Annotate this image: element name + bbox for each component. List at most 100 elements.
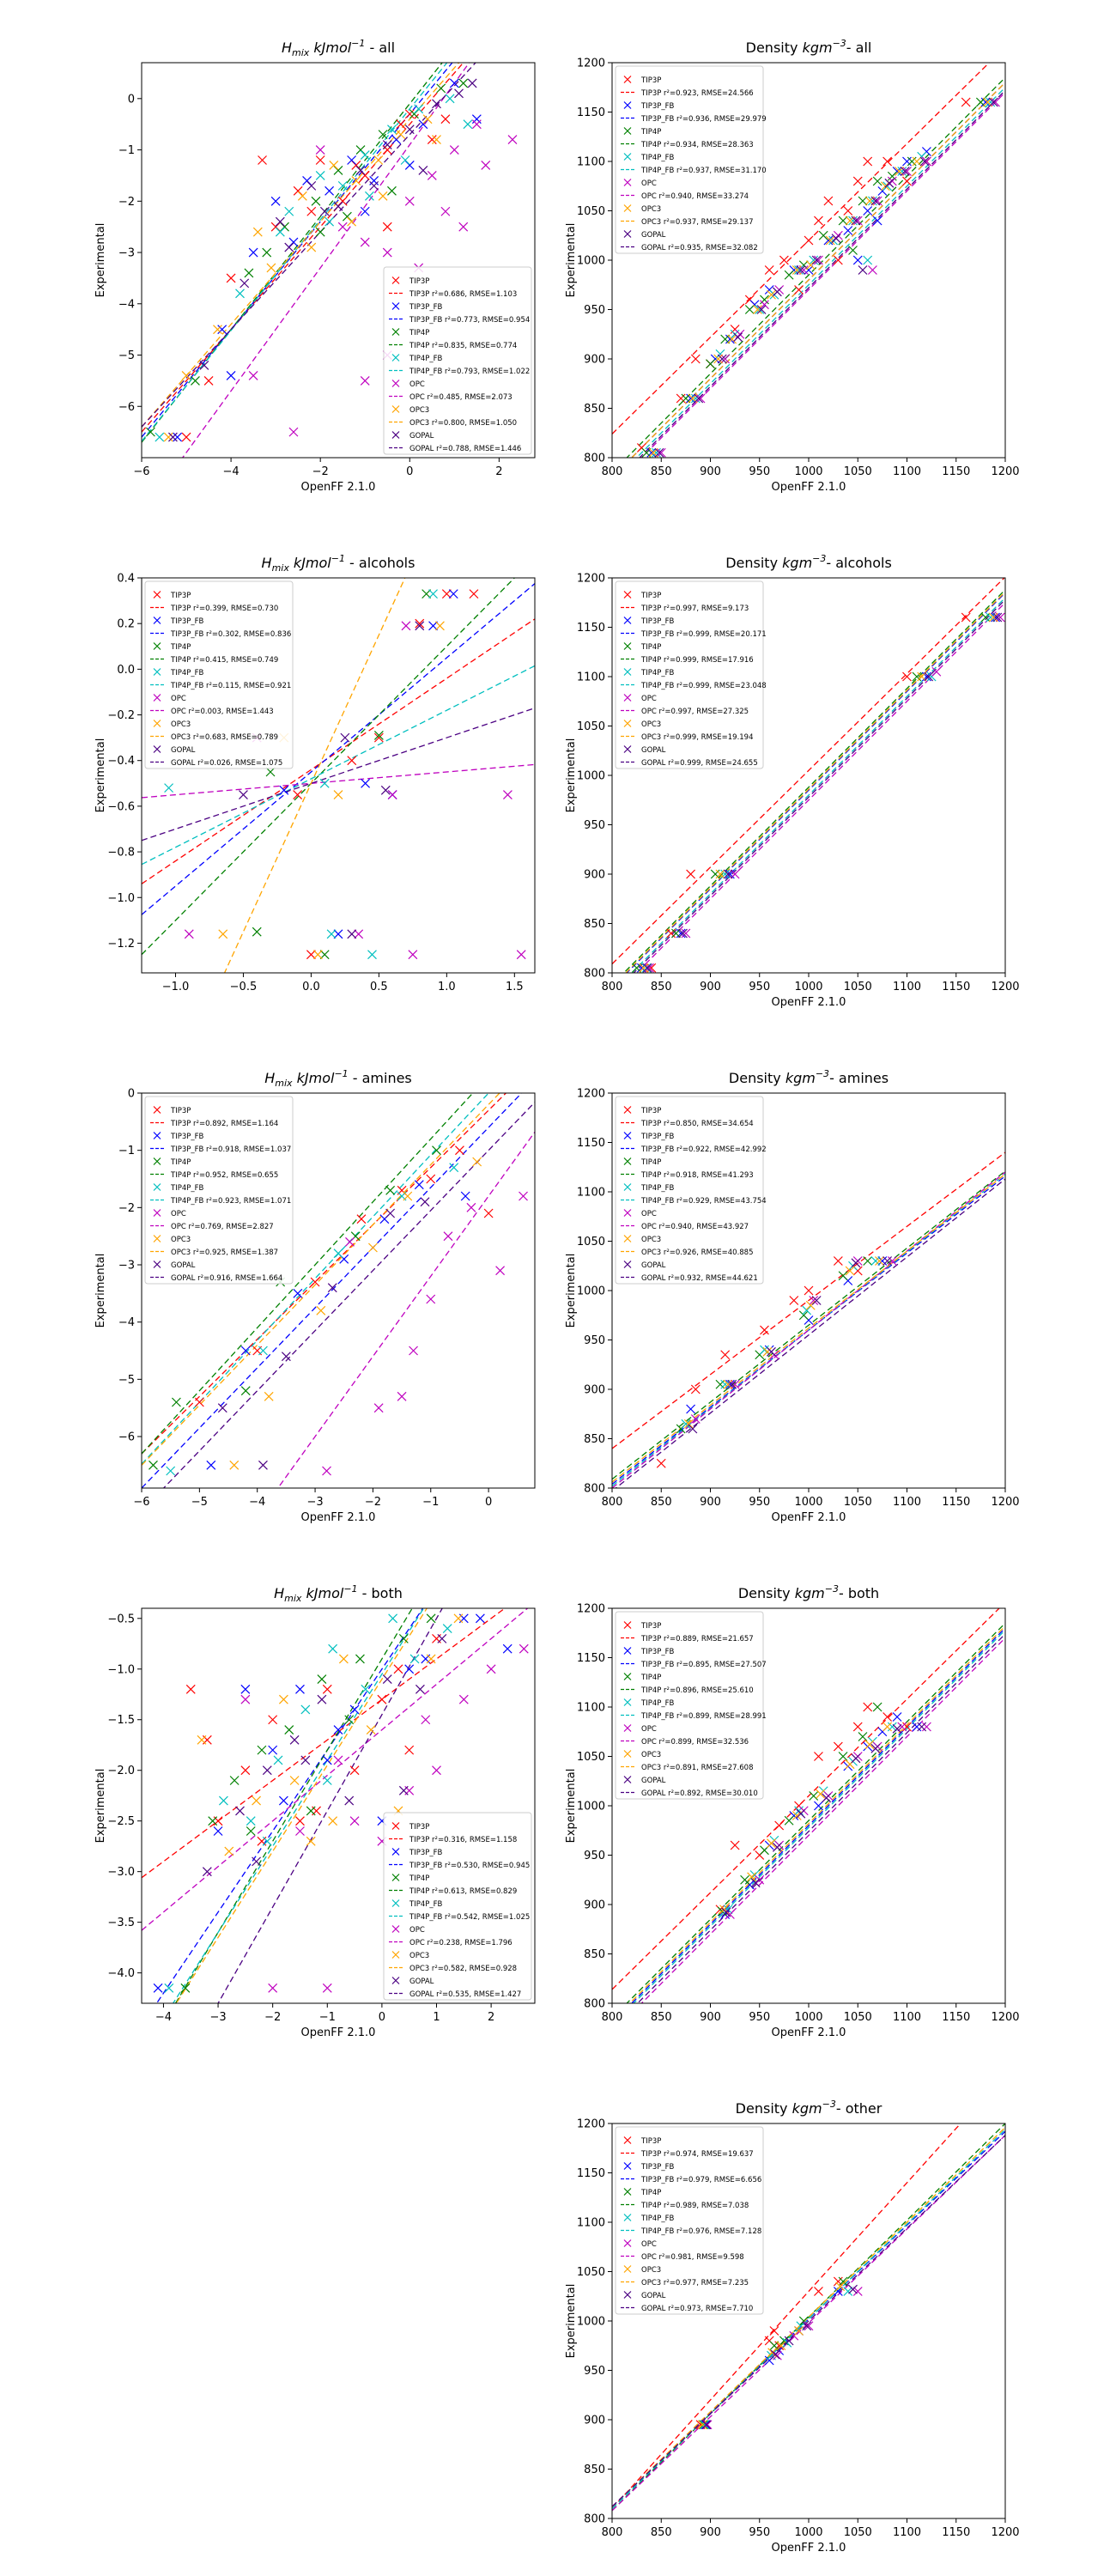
legend-fit-label: TIP4P r²=0.918, RMSE=41.293 — [640, 1171, 754, 1180]
y-tick-label: 1150 — [577, 2167, 605, 2180]
point-gopal — [467, 78, 477, 88]
legend-fit-label: OPC r²=0.003, RMSE=1.443 — [171, 708, 274, 716]
legend-fit-label: TIP4P_FB r²=0.542, RMSE=1.025 — [409, 1913, 530, 1922]
fit-line-gopal — [633, 598, 1005, 973]
point-gopal — [437, 1633, 447, 1643]
x-tick-label: −4 — [249, 1496, 265, 1509]
legend-entry: TIP3P — [640, 2137, 661, 2146]
point-tip4p — [145, 427, 155, 437]
legend-entry: OPC — [409, 380, 425, 389]
point-tip3p — [666, 928, 676, 939]
y-axis-label: Experimental — [94, 738, 107, 813]
point-opc — [458, 222, 469, 232]
y-tick-label: 950 — [584, 2365, 605, 2378]
legend: TIP3P TIP3P r²=0.889, RMSE=21.657 TIP3P_FB… — [615, 1611, 767, 1800]
legend-entry: TIP3P — [409, 277, 429, 286]
y-tick-label: −4 — [118, 298, 135, 311]
point-gopal — [822, 1793, 832, 1803]
point-tip3p_fb — [701, 2420, 711, 2430]
x-tick-label: 900 — [700, 2526, 721, 2539]
fit-lines — [612, 578, 1005, 973]
point-gopal — [432, 99, 441, 109]
point-tip4p — [265, 767, 276, 777]
legend-box — [615, 1611, 764, 1800]
point-tip3p_fb — [322, 1755, 332, 1765]
legend-marker — [391, 431, 400, 439]
legend-fit-label: TIP4P_FB r²=0.937, RMSE=31.170 — [640, 167, 767, 175]
point-tip4p — [458, 78, 469, 88]
point-tip3p — [774, 1820, 785, 1831]
fit-line-opc — [142, 763, 535, 799]
chart-title: Density kgm−3- all — [746, 38, 872, 56]
point-gopal — [344, 1795, 355, 1806]
x-tick-label: −6 — [133, 465, 149, 478]
point-gopal — [811, 1296, 822, 1305]
y-tick-label: 1150 — [577, 622, 605, 635]
legend-entry: TIP4P — [640, 1674, 661, 1682]
point-opc3 — [753, 305, 762, 314]
legend-fit-label: TIP4P_FB r²=0.929, RMSE=43.754 — [640, 1197, 767, 1206]
point-opc — [268, 1983, 278, 1993]
point-opc3 — [767, 289, 776, 300]
legend-entry: OPC3 — [171, 1236, 191, 1244]
point-opc — [432, 1765, 441, 1776]
point-tip4p — [306, 1806, 316, 1816]
point-opc — [519, 1191, 528, 1201]
point-tip4p_fb — [652, 447, 661, 458]
y-tick-label: 850 — [584, 2464, 605, 2476]
legend-marker — [623, 2214, 632, 2221]
legend-entry: OPC3 — [171, 720, 191, 729]
y-tick-label: 1150 — [577, 1137, 605, 1150]
point-gopal — [199, 361, 209, 370]
x-axis-label: OpenFF 2.1.0 — [772, 481, 846, 494]
legend: TIP3P TIP3P r²=0.892, RMSE=1.164 TIP3P_FB T… — [144, 1096, 294, 1285]
point-tip4p_fb — [388, 1613, 398, 1624]
point-tip4p — [838, 1752, 848, 1761]
point-tip3p_fb — [324, 185, 335, 196]
legend-entry: OPC3 — [641, 2266, 661, 2275]
point-tip4p_fb — [690, 393, 701, 404]
point-tip3p — [833, 2276, 843, 2287]
point-opc3 — [747, 1872, 757, 1882]
point-gopal — [796, 265, 806, 275]
point-gopal — [355, 166, 366, 175]
legend-entry: TIP4P — [640, 1158, 661, 1167]
fit-line-gopal — [162, 1102, 535, 1488]
x-tick-label: 950 — [749, 2011, 770, 2024]
point-tip4p — [975, 97, 986, 107]
point-opc — [404, 196, 415, 206]
x-tick-label: 850 — [651, 981, 672, 993]
y-tick-label: 1000 — [577, 2316, 605, 2329]
x-tick-label: 1.5 — [506, 981, 524, 993]
legend-marker — [623, 617, 632, 624]
x-tick-label: 2 — [488, 2011, 494, 2024]
point-tip4p_fb — [400, 155, 410, 165]
point-gopal — [723, 869, 733, 879]
x-tick-label: 950 — [749, 2526, 770, 2539]
fit-line-tip3p_fb — [142, 583, 535, 915]
point-tip4p — [257, 1745, 267, 1755]
legend: TIP3P TIP3P r²=0.399, RMSE=0.730 TIP3P_FB T… — [144, 580, 294, 769]
point-tip3p_fb — [460, 1191, 470, 1201]
x-tick-label: 1.0 — [438, 981, 456, 993]
point-tip4p — [760, 295, 769, 305]
chart-title: Density kgm−3- alcohols — [725, 553, 892, 571]
legend-marker — [153, 1132, 161, 1139]
y-tick-label: 1050 — [577, 720, 605, 733]
point-tip4p — [863, 1256, 873, 1266]
point-opc3 — [713, 354, 724, 364]
point-tip3p — [804, 235, 814, 246]
legend-entry: GOPAL — [409, 432, 434, 440]
legend-marker — [153, 720, 161, 727]
y-tick-label: 850 — [584, 403, 605, 416]
point-tip4p_fb — [361, 1684, 371, 1694]
y-tick-label: 900 — [584, 354, 605, 367]
legend-fit-label: TIP4P r²=0.415, RMSE=0.749 — [170, 656, 278, 665]
legend-entry: OPC — [641, 695, 657, 703]
point-gopal — [924, 671, 934, 682]
y-tick-label: −6 — [118, 1431, 135, 1444]
legend-marker — [153, 694, 161, 702]
point-gopal — [319, 206, 330, 216]
point-gopal — [454, 88, 464, 99]
data-points — [636, 97, 1000, 458]
